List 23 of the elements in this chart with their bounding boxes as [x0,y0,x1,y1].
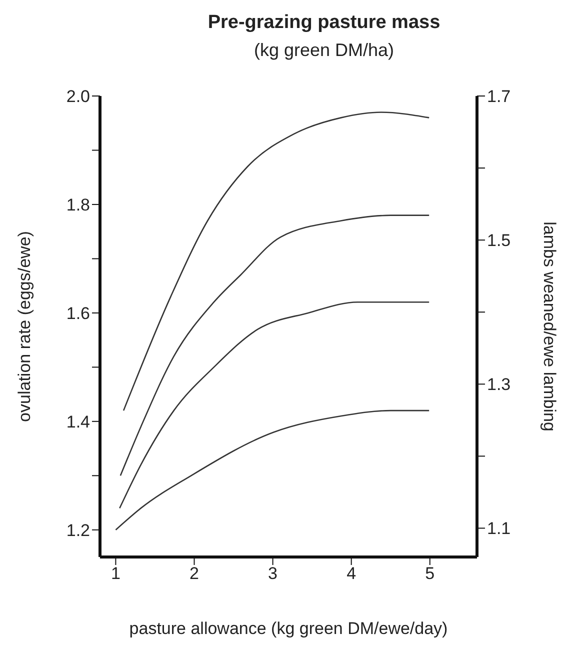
y2-tick-label: 1.7 [487,87,511,106]
y-tick-label: 2.0 [66,87,90,106]
x-tick-label: 3 [268,564,278,584]
y-tick-label: 1.4 [66,412,90,432]
y-axis-title: ovulation rate (eggs/ewe) [15,231,34,422]
y-tick-label: 1.8 [66,196,90,215]
x-tick-label: 2 [190,564,199,584]
y2-tick-label: 1.5 [487,231,511,250]
line-series [118,301,430,509]
line-series [122,112,430,412]
line-series [115,410,430,531]
x-tick-label: 5 [425,564,435,584]
chart-subtitle: (kg green DM/ha) [252,40,396,61]
y2-tick-label: 1.1 [487,519,511,538]
x-axis-title: pasture allowance (kg green DM/ewe/day) [129,619,448,638]
y2-tick-label: 1.3 [487,375,511,394]
chart-title: Pre-grazing pasture mass [206,11,442,34]
y-tick-label: 1.6 [66,304,90,323]
y2-axis-title: lambs weaned/ewe lambing [540,222,559,432]
x-tick-label: 1 [110,564,120,584]
y-tick-label: 1.2 [66,520,90,540]
line-series [120,214,430,476]
x-tick-label: 4 [346,564,356,584]
